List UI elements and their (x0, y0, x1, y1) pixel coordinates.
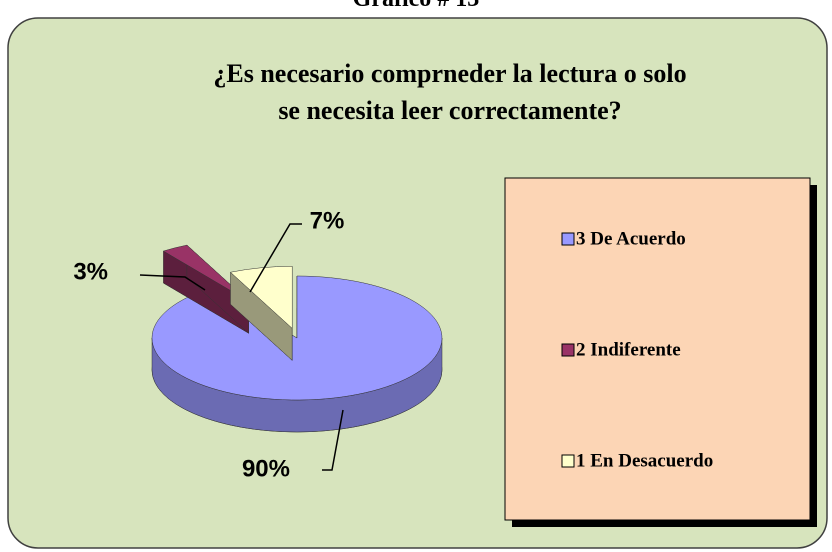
slice-top (229, 266, 293, 329)
leader-line (139, 274, 206, 291)
page-header: Gráfico # 13 (353, 0, 480, 12)
legend-swatch (561, 232, 575, 246)
legend-box (504, 177, 811, 521)
data-label: 7% (310, 207, 345, 234)
data-label: 90% (242, 455, 290, 482)
data-label: 3% (73, 258, 108, 285)
legend-label: 2 Indiferente (576, 339, 681, 360)
legend-swatch (561, 454, 575, 468)
leader-line (249, 223, 302, 293)
leader-line (322, 409, 344, 471)
legend-label: 3 De Acuerdo (576, 228, 686, 249)
legend: 3 De Acuerdo 2 Indiferente 1 En Desacuerdo (561, 228, 713, 471)
legend-swatch (561, 343, 575, 357)
chart-title: ¿Es necesario comprneder la lectura o so… (213, 59, 686, 125)
slice-top (162, 244, 249, 302)
chart-title-group: ¿Es necesario comprneder la lectura o so… (213, 59, 686, 125)
legend-label: 1 En Desacuerdo (576, 450, 713, 471)
pie: 90% 3% 7% (73, 207, 443, 482)
